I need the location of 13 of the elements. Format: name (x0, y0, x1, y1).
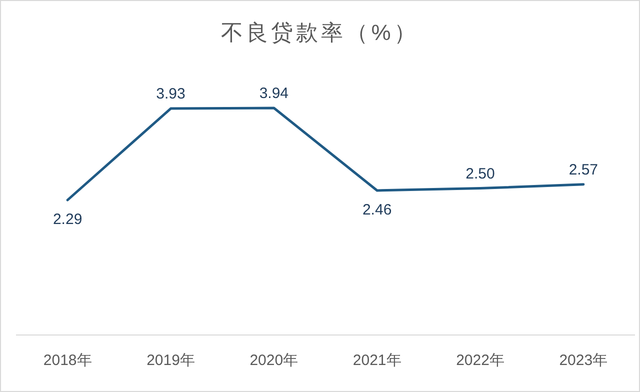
data-label: 2.29 (52, 211, 82, 228)
chart-title: 不良贷款率（%） (221, 20, 419, 45)
x-tick-label: 2021年 (352, 352, 402, 369)
x-tick-label: 2022年 (456, 352, 504, 369)
x-tick-label: 2018年 (43, 352, 92, 369)
x-tick-label: 2019年 (146, 352, 195, 369)
x-tick-label: 2020年 (250, 352, 298, 369)
data-label: 3.94 (259, 85, 289, 102)
data-label: 2.46 (362, 202, 392, 219)
data-label: 2.57 (568, 161, 598, 178)
data-label: 3.93 (156, 86, 186, 103)
data-label: 2.50 (466, 165, 495, 182)
x-tick-label: 2023年 (559, 352, 608, 369)
